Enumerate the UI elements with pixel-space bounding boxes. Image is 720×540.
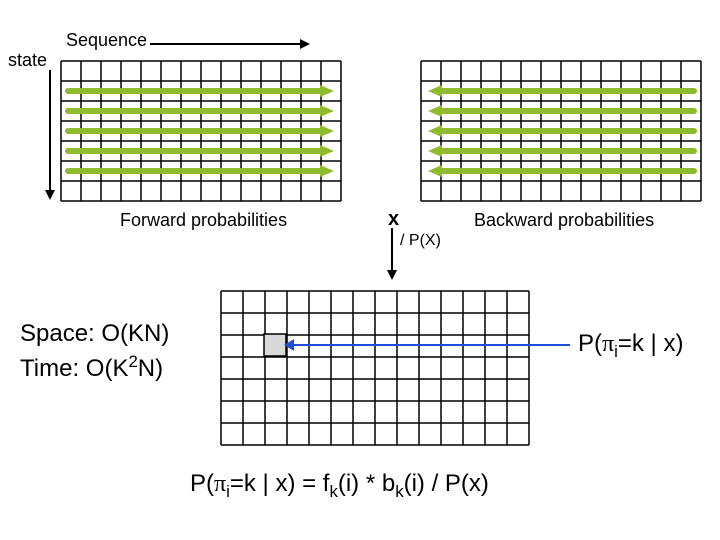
sequence-axis-arrow	[50, 34, 350, 54]
equation: P(πi=k | x) = fk(i) * bk(i) / P(x)	[190, 470, 489, 502]
state-axis-arrow	[40, 60, 60, 220]
time-prefix: Time: O(K	[20, 355, 128, 382]
eq-fsub: k	[329, 482, 337, 501]
posterior-label: P(πi=k | x)	[578, 330, 683, 362]
posterior-pointer	[220, 290, 640, 470]
time-suffix: N)	[138, 355, 163, 382]
eq-1: P(	[190, 470, 214, 497]
eq-barg: (i) / P(x)	[404, 470, 489, 497]
backward-caption: Backward probabilities	[474, 210, 654, 231]
forward-caption: Forward probabilities	[120, 210, 287, 231]
eq-pi: π	[214, 471, 226, 497]
space-complexity: Space: O(KN)	[20, 320, 169, 348]
backward-arrows	[420, 60, 702, 202]
eq-farg: (i) * b	[338, 470, 395, 497]
post-pref: P(	[578, 330, 602, 357]
post-pi: π	[602, 331, 614, 357]
eq-mid: =k | x) = f	[230, 470, 330, 497]
forward-arrows	[60, 60, 342, 202]
divide-label: / P(X)	[400, 232, 441, 250]
time-complexity: Time: O(K2N)	[20, 352, 163, 383]
post-suf: =k | x)	[618, 330, 684, 357]
eq-bsub: k	[395, 482, 403, 501]
time-sup: 2	[128, 352, 137, 371]
